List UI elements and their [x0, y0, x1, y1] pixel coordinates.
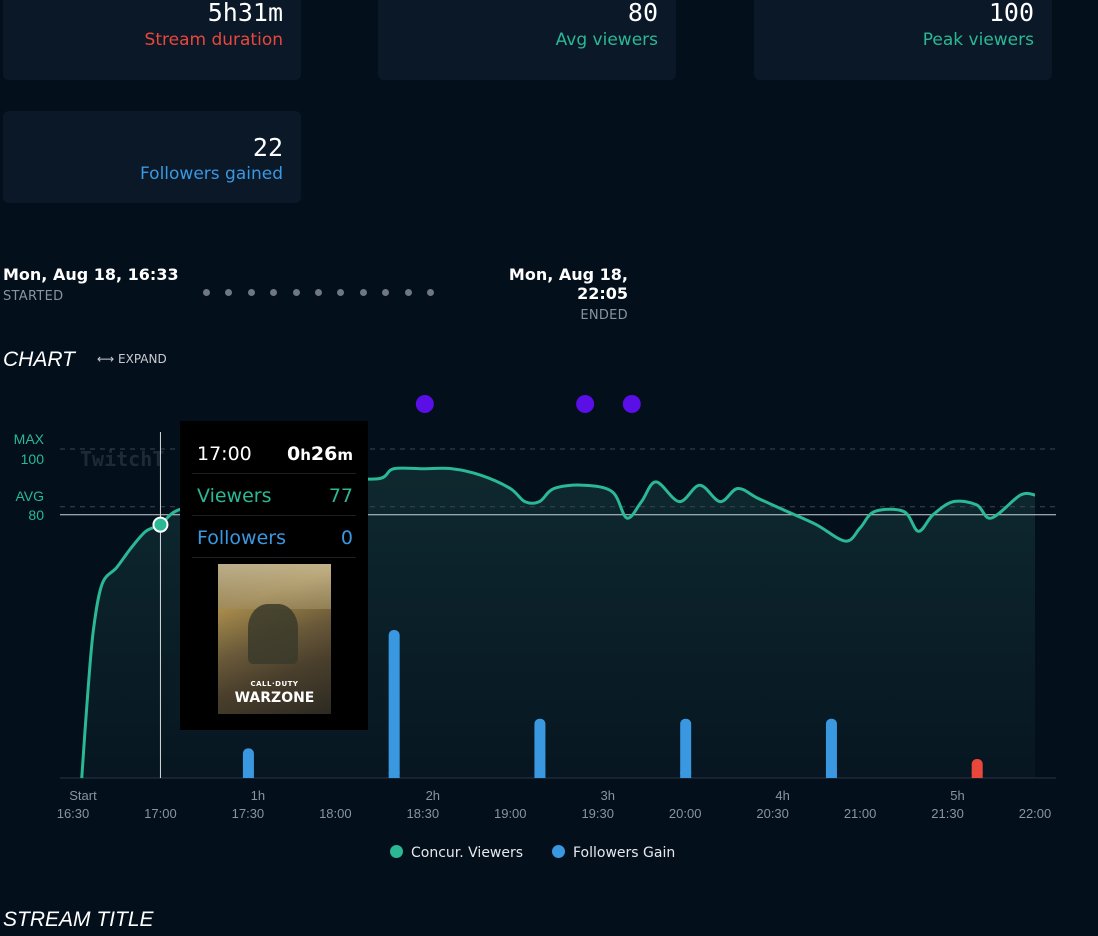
tooltip-viewers-value: 77 — [328, 485, 353, 507]
hover-point — [152, 516, 169, 533]
stat-card-avg-viewers: 80 Avg viewers — [378, 0, 676, 80]
legend-item-followers[interactable]: Followers Gain — [552, 845, 675, 861]
x-tick-time: 18:30 — [407, 806, 440, 821]
chart-heading: CHART — [3, 348, 75, 371]
timeline-dot — [225, 289, 233, 296]
stat-label: Avg viewers — [555, 30, 658, 50]
x-tick-time: 21:00 — [844, 806, 877, 821]
timeline-dot — [292, 289, 300, 296]
timeline-dots — [203, 281, 449, 300]
timeline-dot — [314, 289, 322, 296]
event-marker — [415, 395, 434, 413]
stream-end: Mon, Aug 18, 22:05 ENDED — [466, 265, 628, 323]
y-avg-label: AVG — [15, 488, 44, 504]
stat-value: 5h31m — [207, 0, 283, 27]
timeline-dot — [247, 289, 255, 296]
legend-dot-viewers — [390, 845, 403, 858]
followers-bar-base — [388, 772, 400, 778]
end-time: Mon, Aug 18, 22:05 — [508, 265, 628, 303]
stream-start: Mon, Aug 18, 16:33 STARTED — [3, 265, 179, 304]
cover-sky — [218, 564, 331, 609]
expand-button[interactable]: ⟷ EXPAND — [97, 352, 167, 366]
x-tick-time: 22:00 — [1019, 806, 1052, 821]
timeline-dot — [382, 289, 390, 296]
tooltip-elapsed-minutes: 26 — [310, 443, 338, 465]
stat-value: 80 — [627, 0, 658, 27]
stat-label: Peak viewers — [922, 30, 1034, 50]
cover-soldier — [248, 604, 298, 664]
x-tick-elapsed: 5h — [950, 788, 964, 803]
followers-bar — [825, 718, 837, 778]
event-marker — [622, 395, 641, 413]
tooltip-time-row: 17:00 0h26m — [192, 433, 356, 474]
x-tick-elapsed: 4h — [775, 788, 789, 803]
game-cover-image: CALL·DUTY WARZONE — [218, 564, 331, 714]
followers-bar — [680, 718, 692, 778]
stat-card-duration: 5h31m Stream duration — [3, 0, 301, 80]
x-tick-time: 21:30 — [931, 806, 964, 821]
x-tick-time: 17:00 — [144, 806, 177, 821]
followers-bar-base — [971, 772, 983, 778]
followers-bar-base — [534, 772, 546, 778]
x-tick-elapsed: 1h — [251, 788, 265, 803]
x-tick-time: 20:00 — [669, 806, 702, 821]
stat-label: Stream duration — [144, 30, 283, 50]
x-tick-time: 20:30 — [756, 806, 789, 821]
followers-bar-base — [680, 772, 692, 778]
followers-bar — [388, 630, 400, 778]
followers-bar — [242, 748, 254, 778]
cover-title: WARZONE — [234, 690, 315, 706]
tooltip-followers-row: Followers 0 — [192, 517, 356, 558]
timeline-dot — [359, 289, 367, 296]
timeline-dot — [337, 289, 345, 296]
tooltip-elapsed-minutes-unit: m — [337, 446, 353, 464]
end-label: ENDED — [580, 308, 628, 323]
stat-card-peak-viewers: 100 Peak viewers — [754, 0, 1052, 80]
timeline-dot — [270, 289, 278, 296]
tooltip-followers-label: Followers — [197, 527, 286, 549]
stat-value: 100 — [988, 0, 1034, 27]
followers-bar-base — [242, 772, 254, 778]
event-marker — [576, 395, 595, 413]
y-avg-value: 80 — [28, 507, 44, 523]
stat-card-followers-gained: 22 Followers gained — [3, 111, 301, 203]
timeline-dot — [203, 289, 210, 296]
tooltip-followers-value: 0 — [340, 527, 353, 549]
legend-item-viewers[interactable]: Concur. Viewers — [390, 845, 523, 861]
legend-dot-followers — [552, 845, 565, 858]
legend-label: Concur. Viewers — [411, 845, 524, 861]
x-tick-time: 17:30 — [232, 806, 265, 821]
cover-subtitle: CALL·DUTY — [250, 680, 299, 688]
tooltip-elapsed: 0h26m — [287, 443, 353, 465]
followers-bar-base — [825, 772, 837, 778]
tooltip-elapsed-hours-unit: h — [300, 446, 311, 464]
stat-value: 22 — [252, 133, 283, 162]
tooltip-elapsed-hours: 0 — [286, 443, 301, 465]
x-tick-elapsed: Start — [69, 788, 97, 803]
y-max-label: MAX — [14, 431, 45, 447]
stream-title-heading: STREAM TITLE — [3, 908, 154, 931]
start-time: Mon, Aug 18, 16:33 — [3, 265, 179, 284]
x-tick-elapsed: 3h — [600, 788, 614, 803]
y-max-value: 100 — [21, 451, 45, 467]
tooltip-viewers-label: Viewers — [197, 485, 272, 507]
x-tick-time: 19:30 — [581, 806, 614, 821]
x-tick-elapsed: 2h — [426, 788, 440, 803]
x-tick-time: 19:00 — [494, 806, 527, 821]
timeline-dot — [404, 289, 412, 296]
hover-tooltip: 17:00 0h26m Viewers 77 Followers 0 CALL·… — [180, 421, 368, 730]
tooltip-time: 17:00 — [197, 443, 252, 465]
start-label: STARTED — [3, 289, 64, 304]
viewers-chart: TwitchT MAX 100 AVG 80 16:30 17:00 17:30 18:00 1… — [14, 395, 1056, 821]
legend-label: Followers Gain — [573, 845, 676, 861]
tooltip-viewers-row: Viewers 77 — [192, 475, 356, 516]
timeline-dot — [426, 289, 434, 296]
followers-bar — [534, 718, 546, 778]
x-tick-time: 18:00 — [319, 806, 352, 821]
watermark-text: TwitchT — [80, 447, 164, 471]
x-tick-time: 16:30 — [57, 806, 90, 821]
stat-label: Followers gained — [140, 164, 283, 184]
